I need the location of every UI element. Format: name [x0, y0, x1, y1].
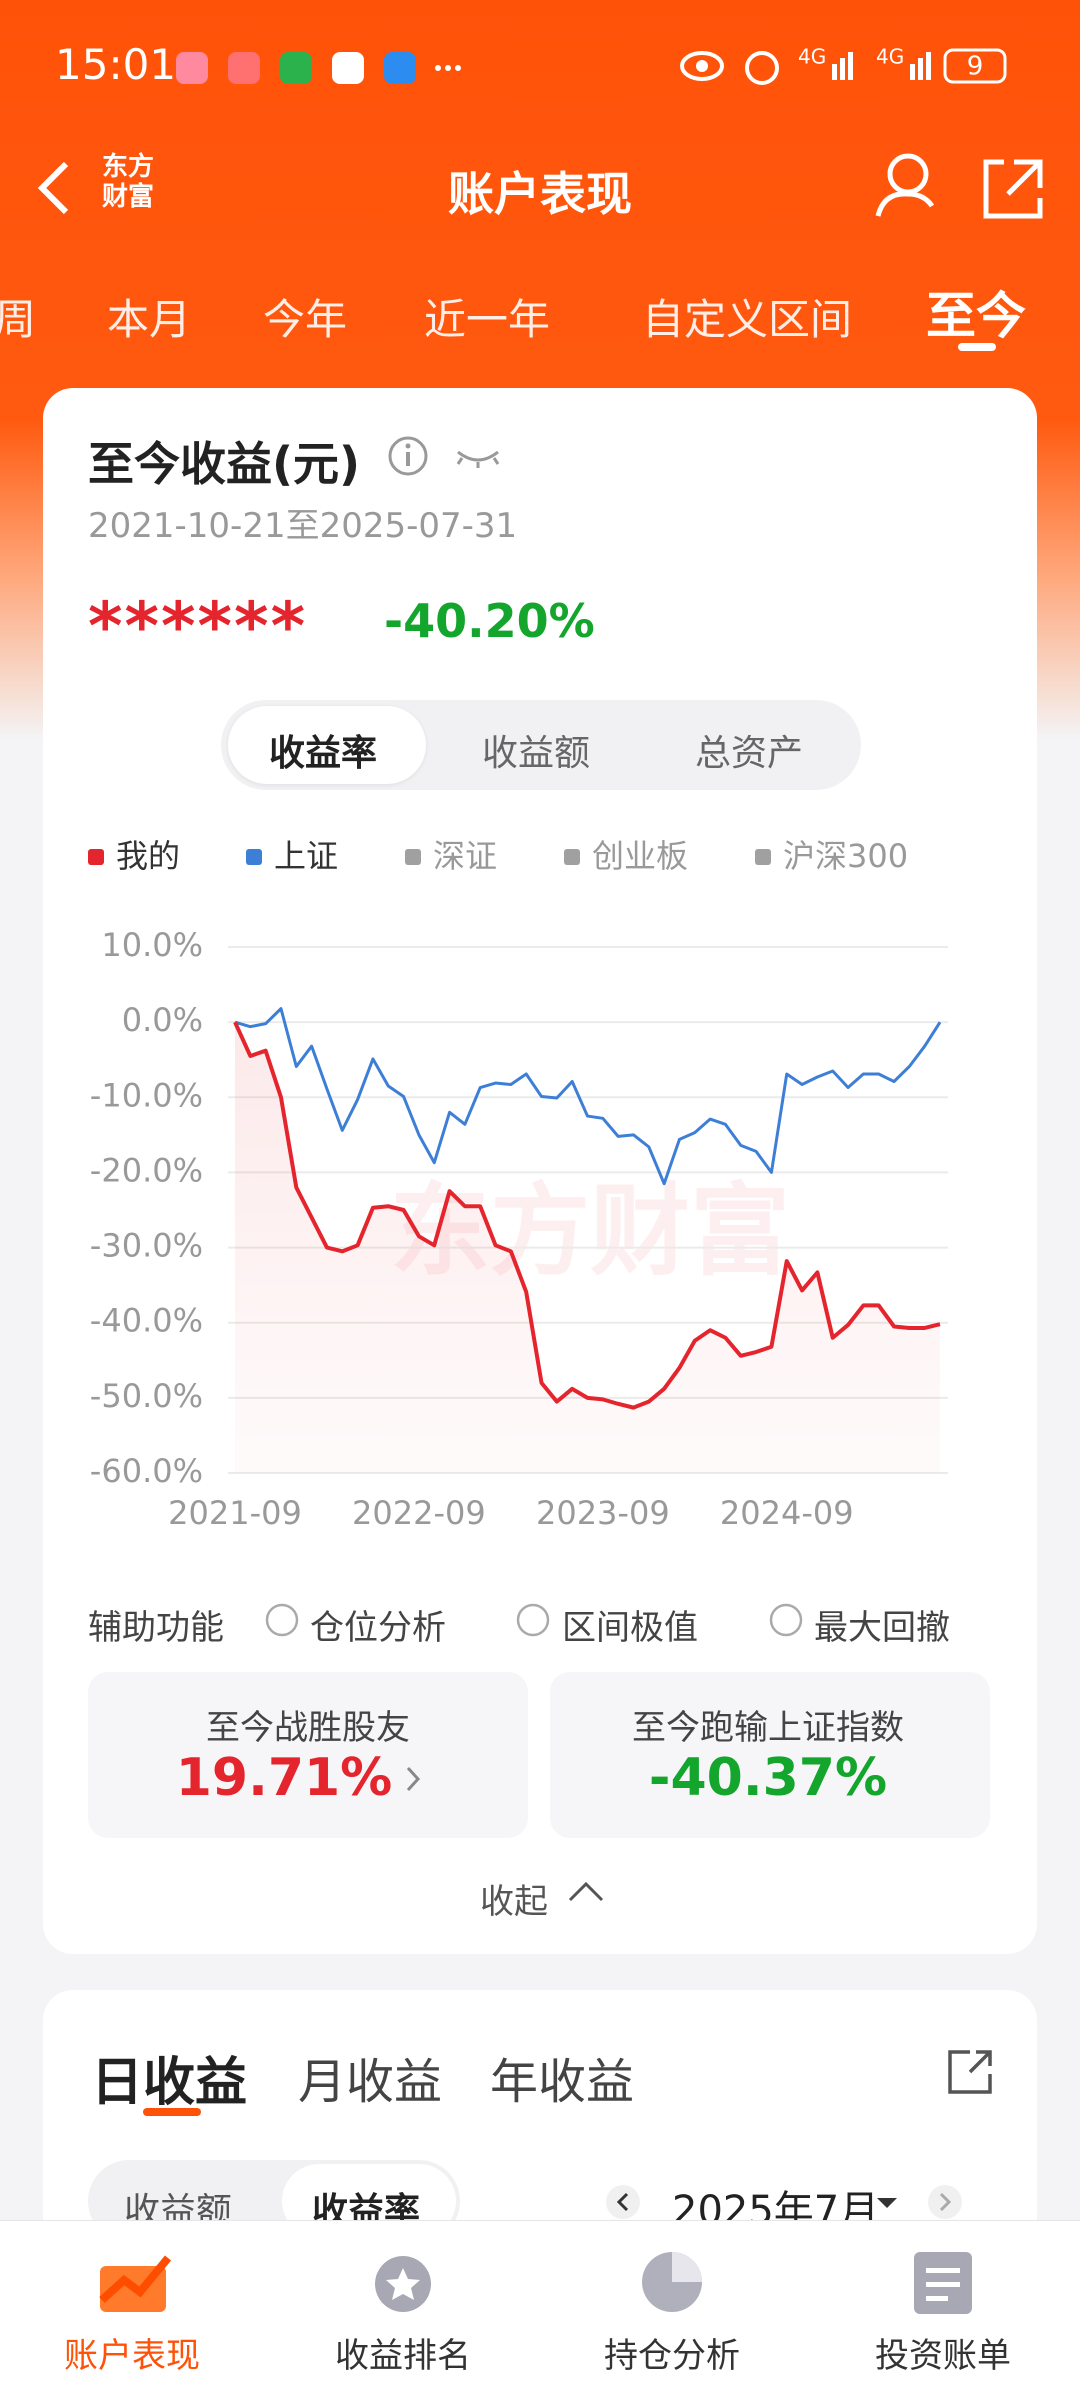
returns-tab-active[interactable]: 日收益: [91, 2053, 248, 2113]
legend-label: 深证: [433, 837, 497, 875]
y-tick-label: -50.0%: [90, 1377, 203, 1415]
stat-label: 至今战胜股友: [206, 1708, 410, 1748]
stat-label: 至今跑输上证指数: [632, 1708, 904, 1748]
nav-item[interactable]: 投资账单: [875, 2336, 1011, 2376]
time: 15:01: [55, 40, 177, 89]
series-line: [233, 1021, 941, 1410]
tab[interactable]: 周: [0, 295, 37, 344]
back-button[interactable]: [34, 160, 74, 216]
info-eye-icons[interactable]: [386, 432, 506, 482]
y-tick-label: -40.0%: [90, 1302, 203, 1340]
card-title: 至今收益(元): [88, 437, 361, 491]
tab[interactable]: 今年: [262, 295, 348, 344]
x-tick-label: 2024-09: [720, 1494, 854, 1532]
legend-swatch: [405, 849, 421, 865]
chart: 东方财富 10.0%0.0%-10.0%-20.0%-30.0%-40.0%-5…: [88, 837, 948, 1532]
x-tick-label: 2023-09: [536, 1494, 670, 1532]
chevron-up: [568, 1881, 604, 1902]
segment[interactable]: 总资产: [694, 733, 804, 774]
segment[interactable]: 收益率: [268, 733, 378, 774]
tab-indicator: [143, 2108, 201, 2116]
y-tick-label: -30.0%: [90, 1227, 203, 1265]
nav-icons: [99, 2252, 972, 2314]
date-range: 2021-10-21至2025-07-31: [88, 506, 518, 546]
tab[interactable]: 近一年: [423, 295, 551, 344]
radio-buttons[interactable]: [264, 1601, 804, 1641]
amount-masked: ******: [88, 588, 308, 665]
tab-active[interactable]: 至今: [926, 287, 1026, 345]
y-tick-label: 0.0%: [122, 1001, 203, 1039]
return-rate: -40.20%: [384, 594, 595, 648]
tab[interactable]: 自定义区间: [641, 295, 853, 344]
legend-label: 创业板: [592, 837, 688, 875]
app-icons: [176, 52, 461, 84]
tool-option[interactable]: 区间极值: [562, 1608, 698, 1648]
network: 4G: [798, 45, 826, 69]
nav-item[interactable]: 持仓分析: [604, 2336, 740, 2376]
tool-option[interactable]: 最大回撤: [814, 1608, 950, 1648]
stat-box: [550, 1672, 990, 1838]
x-tick-label: 2021-09: [168, 1494, 302, 1532]
header-icons: [875, 153, 1043, 219]
tab[interactable]: 本月: [106, 295, 192, 344]
y-tick-label: 10.0%: [101, 926, 203, 964]
nav-item-active[interactable]: 账户表现: [64, 2336, 200, 2376]
legend-swatch: [246, 849, 262, 865]
x-tick-label: 2022-09: [352, 1494, 486, 1532]
y-tick-label: -60.0%: [90, 1452, 203, 1490]
stat-value: -40.37%: [648, 1748, 888, 1808]
stat-box[interactable]: [88, 1672, 528, 1838]
legend-label: 沪深300: [783, 837, 908, 875]
area-fill: [235, 1022, 940, 1473]
tools-label: 辅助功能: [88, 1608, 224, 1648]
month-arrows[interactable]: [605, 2182, 965, 2222]
returns-tab[interactable]: 年收益: [490, 2054, 635, 2110]
legend-swatch: [564, 849, 580, 865]
network: 4G: [876, 45, 904, 69]
logo: 东方财富: [101, 152, 154, 212]
y-tick-label: -10.0%: [90, 1076, 203, 1114]
collapse[interactable]: 收起: [480, 1882, 548, 1922]
segment[interactable]: 收益额: [481, 733, 591, 774]
legend-label: 上证: [274, 837, 338, 875]
share-icon[interactable]: [944, 2046, 996, 2098]
battery: 9: [967, 52, 984, 82]
page-title: 账户表现: [448, 167, 632, 221]
stat-value: 19.71%: [175, 1748, 393, 1808]
chevron: [406, 1766, 421, 1792]
nav-item[interactable]: 收益排名: [335, 2336, 471, 2376]
series-line: [234, 1007, 942, 1186]
status-icons: 4G 4G 9: [680, 45, 1007, 85]
bottom-nav: [0, 2220, 1080, 2388]
y-tick-label: -20.0%: [90, 1151, 203, 1189]
legend-swatch: [88, 849, 104, 865]
segment-active: [228, 706, 426, 784]
returns-tab[interactable]: 月收益: [298, 2054, 443, 2110]
tool-option[interactable]: 仓位分析: [310, 1608, 446, 1648]
legend-label: 我的: [116, 837, 180, 875]
tab-indicator: [958, 343, 996, 351]
legend-swatch: [755, 849, 771, 865]
